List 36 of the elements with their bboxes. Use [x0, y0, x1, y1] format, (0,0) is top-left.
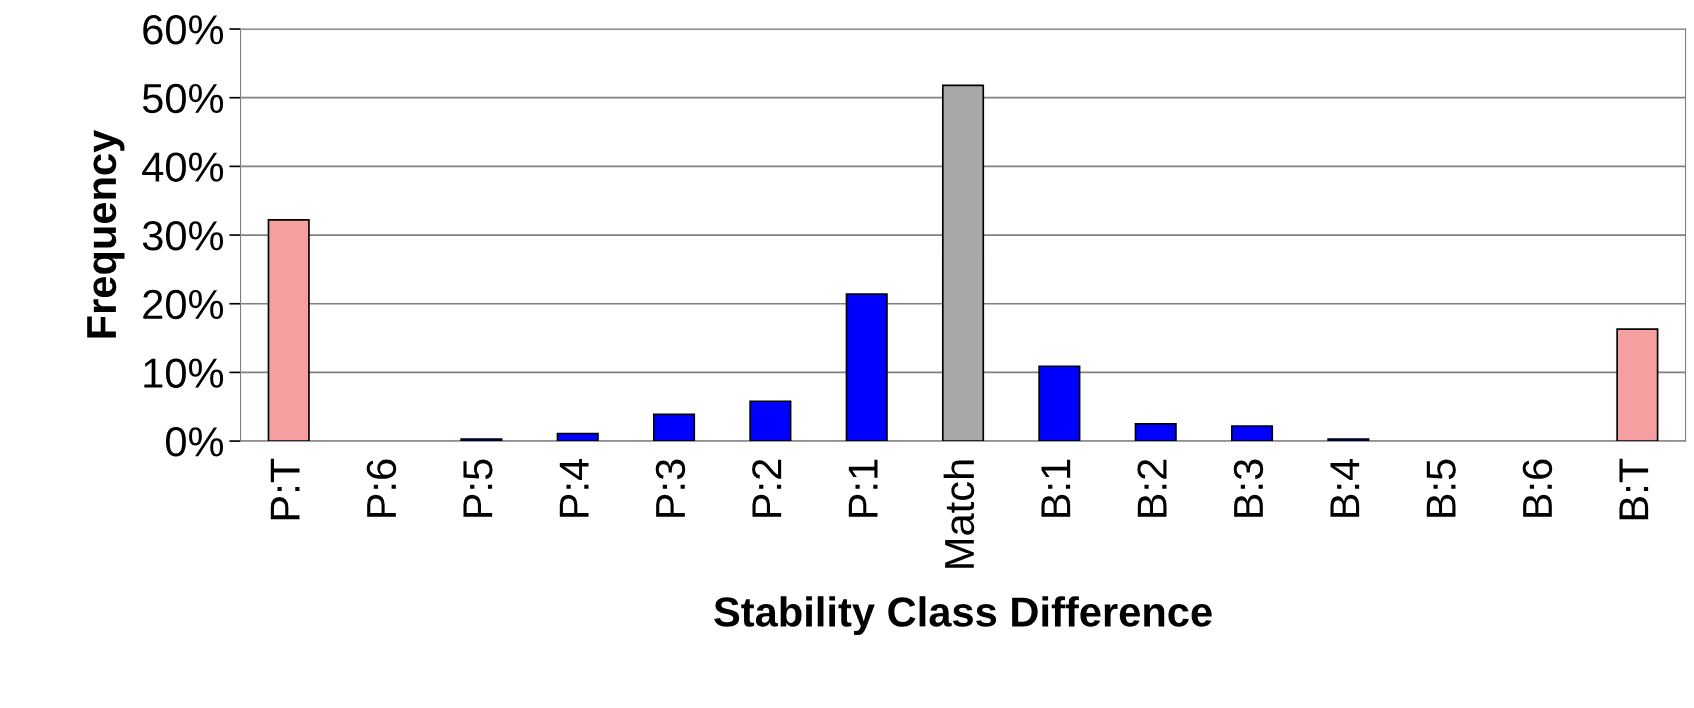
y-tick-label: 0%	[165, 427, 224, 457]
x-tick-label: B:4	[1330, 458, 1360, 517]
x-tick-label: B:2	[1137, 459, 1167, 517]
x-tick-label: P:6	[366, 459, 397, 517]
bar	[1327, 438, 1370, 442]
x-tick-label: P:5	[463, 459, 493, 517]
x-tick-label: P:3	[655, 459, 686, 517]
bar	[460, 438, 503, 442]
x-tick-label: B:3	[1233, 459, 1264, 517]
x-tick-label: B:5	[1426, 459, 1456, 517]
bar	[1616, 328, 1659, 442]
y-tick-label: 60%	[143, 15, 224, 45]
x-tick-label: B:6	[1522, 459, 1553, 517]
y-tick-label: 40%	[142, 152, 224, 182]
x-tick-label: P:1	[848, 459, 878, 517]
bar	[749, 400, 792, 442]
x-tick-label: P:T	[270, 458, 300, 520]
y-tick-label: 30%	[142, 221, 224, 251]
y-tick-label: 10%	[144, 358, 224, 388]
x-tick-label: P:2	[752, 459, 782, 517]
bar	[845, 293, 888, 442]
x-tick-label: B:T	[1619, 458, 1649, 520]
bar	[941, 84, 985, 442]
bar	[556, 432, 599, 442]
y-axis-title: Frequency	[87, 129, 125, 338]
x-tick-label: P:4	[559, 458, 589, 517]
x-tick-label: Match	[943, 460, 975, 568]
bar	[267, 219, 310, 442]
bar	[1038, 365, 1081, 442]
y-tick-label: 50%	[142, 83, 224, 114]
bar	[1134, 423, 1177, 442]
y-tick-label: 20%	[143, 289, 224, 320]
x-axis-title: Stability Class Difference	[714, 596, 1212, 636]
bar	[652, 413, 696, 442]
x-tick-label: B:1	[1041, 459, 1071, 517]
bar	[1230, 425, 1274, 442]
